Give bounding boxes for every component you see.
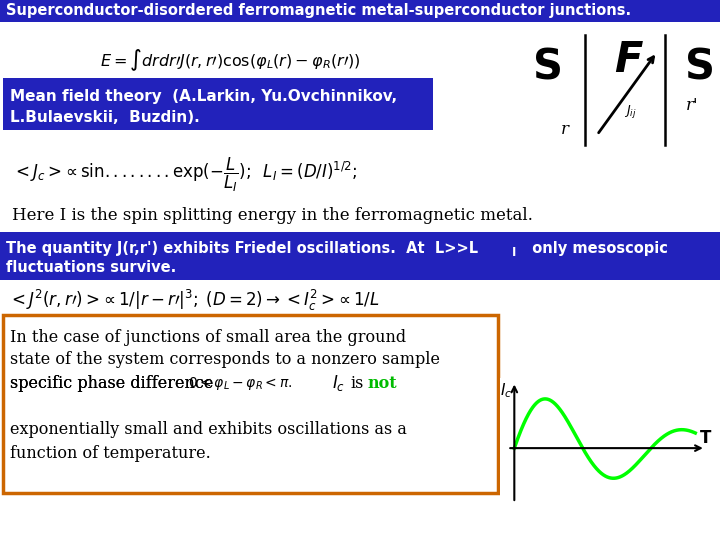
Text: fluctuations survive.: fluctuations survive. xyxy=(6,260,176,275)
FancyBboxPatch shape xyxy=(3,315,498,493)
Text: The quantity J(r,r') exhibits Friedel oscillations.  At  L>>L: The quantity J(r,r') exhibits Friedel os… xyxy=(6,240,478,255)
Text: S: S xyxy=(533,47,563,89)
Text: is: is xyxy=(350,375,364,392)
Text: $0<\varphi_L-\varphi_R<\pi$.: $0<\varphi_L-\varphi_R<\pi$. xyxy=(188,375,292,392)
FancyBboxPatch shape xyxy=(3,78,433,130)
Text: r: r xyxy=(561,122,569,138)
Text: r': r' xyxy=(685,97,698,113)
Text: not: not xyxy=(368,375,397,392)
Text: exponentially small and exhibits oscillations as a: exponentially small and exhibits oscilla… xyxy=(10,422,407,438)
Text: $<J_c>\!\propto\sin........\exp(-\dfrac{L}{L_I});\;\; L_I = (D/I)^{1/2};$: $<J_c>\!\propto\sin........\exp(-\dfrac{… xyxy=(12,156,358,194)
Text: F: F xyxy=(614,39,642,81)
Text: $E = \int drdr\prime J(r,r\prime)\cos(\varphi_L(r)-\varphi_R(r\prime))$: $E = \int drdr\prime J(r,r\prime)\cos(\v… xyxy=(99,47,360,73)
Text: specific phase difference: specific phase difference xyxy=(10,375,229,392)
Text: Mean field theory  (A.Larkin, Yu.Ovchinnikov,: Mean field theory (A.Larkin, Yu.Ovchinni… xyxy=(10,90,397,105)
Text: I: I xyxy=(512,246,516,260)
FancyBboxPatch shape xyxy=(0,0,720,22)
Text: T: T xyxy=(700,429,711,447)
Text: S: S xyxy=(685,47,715,89)
FancyBboxPatch shape xyxy=(0,232,720,280)
Text: state of the system corresponds to a nonzero sample: state of the system corresponds to a non… xyxy=(10,352,440,368)
Text: Superconductor-disordered ferromagnetic metal-superconductor junctions.: Superconductor-disordered ferromagnetic … xyxy=(6,3,631,18)
Text: L.Bulaevskii,  Buzdin).: L.Bulaevskii, Buzdin). xyxy=(10,110,199,125)
Text: $I_c$: $I_c$ xyxy=(500,382,513,400)
Text: $<J^2(r,r\prime)>\!\propto 1/|r-r\prime|^3;\; (D=2) \rightarrow <I_c^2>\!\propto: $<J^2(r,r\prime)>\!\propto 1/|r-r\prime|… xyxy=(8,287,380,313)
Text: $J_{ij}$: $J_{ij}$ xyxy=(624,104,636,120)
Text: $I_c$: $I_c$ xyxy=(332,373,345,393)
Text: function of temperature.: function of temperature. xyxy=(10,444,211,462)
Text: specific phase difference: specific phase difference xyxy=(10,375,213,392)
Text: only mesoscopic: only mesoscopic xyxy=(522,240,668,255)
Text: In the case of junctions of small area the ground: In the case of junctions of small area t… xyxy=(10,328,406,346)
Text: Here I is the spin splitting energy in the ferromagnetic metal.: Here I is the spin splitting energy in t… xyxy=(12,206,533,224)
